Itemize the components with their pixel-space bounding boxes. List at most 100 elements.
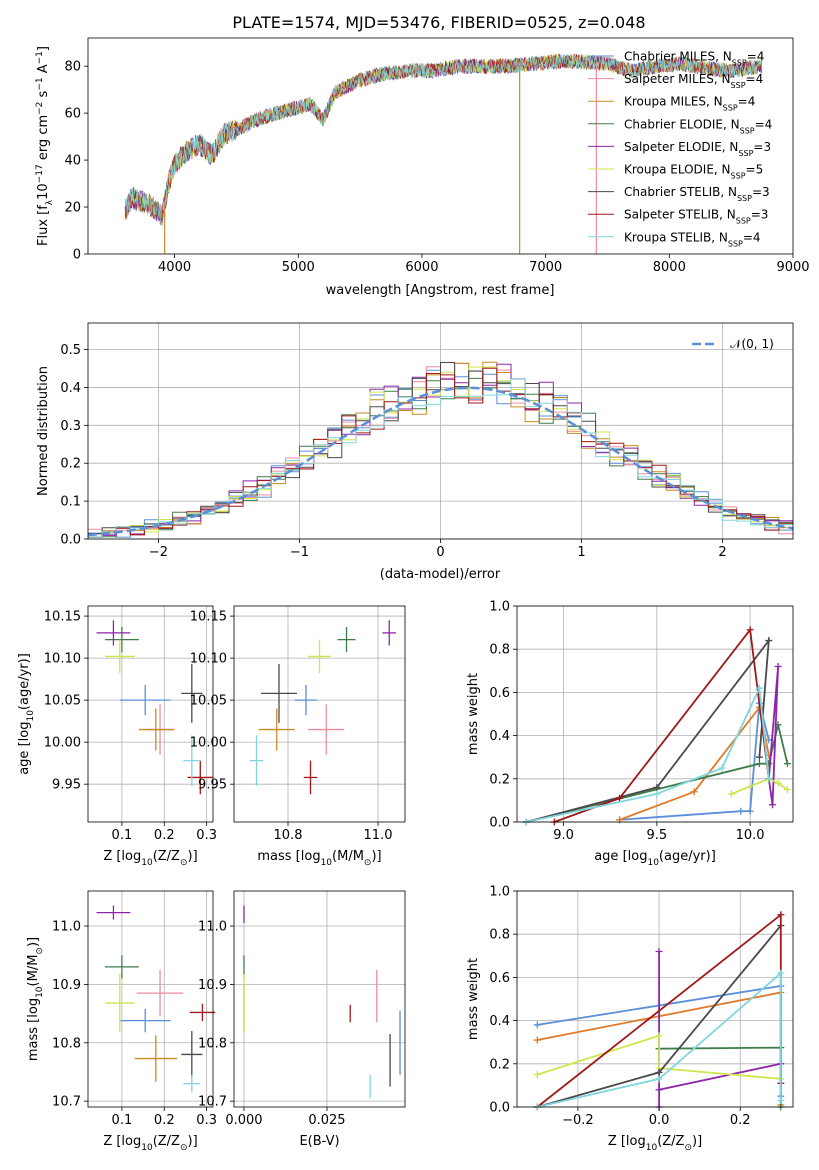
legend-entry: Salpeter STELIB, NSSP=3 xyxy=(624,208,768,226)
weight-line xyxy=(526,684,770,823)
y-axis-label: age [log10(age/yr)] xyxy=(17,653,36,775)
x-axis-label: E(B-V) xyxy=(299,1134,339,1149)
spectrum-line xyxy=(124,54,763,227)
y-axis-label: Flux [fλ10−17 erg cm−2 s−1 A−1] xyxy=(35,46,55,246)
y-tick-label: 20 xyxy=(64,201,81,216)
weight-marker xyxy=(653,783,661,791)
weight-marker xyxy=(737,807,745,815)
x-axis-label: age [log10(age/yr)] xyxy=(594,849,716,868)
x-tick-label: 0.1 xyxy=(112,828,133,843)
x-tick-label: 2 xyxy=(718,545,726,560)
y-tick-label: 0.2 xyxy=(489,772,510,787)
x-tick-label: 0.0 xyxy=(649,1113,670,1128)
y-tick-label: 9.95 xyxy=(198,778,227,793)
weight-marker xyxy=(533,1021,541,1029)
weight-line xyxy=(658,951,781,1107)
x-axis-label: mass [log10(M/M⊙)] xyxy=(257,849,381,868)
legend-entry: 𝒩(0, 1) xyxy=(730,337,774,351)
axes-mass_vs_Z: 0.1 0.2 0.3 10.7 10.8 10.9 11.0 Z [log10(Z/Z⊙)]… xyxy=(26,890,217,1153)
y-tick-label: 0.4 xyxy=(60,381,81,396)
y-tick-label: 10.7 xyxy=(52,1095,81,1110)
y-tick-label: 11.0 xyxy=(52,920,81,935)
x-tick-label: 0.2 xyxy=(154,828,175,843)
weight-line xyxy=(553,627,770,823)
legend-entry: Chabrier MILES, NSSP=4 xyxy=(624,50,764,68)
plot-frame xyxy=(516,605,794,823)
x-tick-label: −2 xyxy=(149,545,168,560)
y-tick-label: 10.05 xyxy=(44,694,81,709)
weight-marker xyxy=(746,626,754,634)
axes-spectrum: 4000 5000 6000 7000 8000 9000 0 20 40 60 80 Chabrie… xyxy=(35,37,810,298)
x-tick-label: 11.0 xyxy=(364,828,393,843)
y-tick-label: 0.8 xyxy=(489,643,510,658)
x-axis-label: Z [log10(Z/Z⊙)] xyxy=(608,1134,702,1153)
plot-frame xyxy=(233,890,406,1108)
charts: 4000 5000 6000 7000 8000 9000020406080Chabrie… xyxy=(17,37,810,1153)
y-tick-label: 40 xyxy=(64,154,81,169)
weight-marker xyxy=(768,801,776,809)
plot-frame xyxy=(87,890,214,1108)
y-tick-label: 0.2 xyxy=(489,1057,510,1072)
plot-frame xyxy=(516,890,794,1108)
axes-age_vs_Z: 0.1 0.2 0.3 9.95 10.00 10.05 10.10 10.15 Z [log1… xyxy=(17,605,217,868)
y-tick-label: 10.15 xyxy=(190,610,227,625)
legend: Chabrier MILES, NSSP=4 Salpeter MILES, NS… xyxy=(588,50,772,248)
legend-entry: Salpeter MILES, NSSP=4 xyxy=(624,72,763,90)
weight-marker xyxy=(690,788,698,796)
legend-entry: Chabrier STELIB, NSSP=3 xyxy=(624,185,770,203)
weight-marker xyxy=(655,947,663,955)
weight-marker xyxy=(777,969,785,977)
y-tick-label: 10.8 xyxy=(52,1036,81,1051)
plot-frame xyxy=(87,37,794,255)
weight-line xyxy=(731,777,788,795)
figure-title: PLATE=1574, MJD=53476, FIBERID=0525, z=0… xyxy=(232,13,645,32)
y-tick-label: 10.05 xyxy=(190,694,227,709)
axes-mass_vs_ebv: 0.000 0.025 10.7 10.8 10.9 11.0 E(B-V) xyxy=(198,890,406,1149)
histogram-step xyxy=(88,378,793,538)
y-axis-label: mass [log10(M/M⊙)] xyxy=(26,937,45,1061)
weight-marker xyxy=(533,1036,541,1044)
x-axis-label: Z [log10(Z/Z⊙)] xyxy=(103,849,197,868)
x-axis-label: Z [log10(Z/Z⊙)] xyxy=(103,1134,197,1153)
weight-marker xyxy=(655,1075,663,1083)
x-tick-label: −0.2 xyxy=(562,1113,594,1128)
y-tick-label: 10.10 xyxy=(190,652,227,667)
x-tick-label: 0.2 xyxy=(730,1113,751,1128)
weight-marker xyxy=(777,911,785,919)
y-tick-label: 0.0 xyxy=(489,816,510,831)
plot-frame xyxy=(87,605,214,823)
y-tick-label: 10.9 xyxy=(198,978,227,993)
weight-line xyxy=(526,637,770,823)
y-tick-label: 60 xyxy=(64,107,81,122)
y-tick-label: 10.9 xyxy=(52,978,81,993)
plot-frame xyxy=(233,605,406,823)
x-axis-label: (data-model)/error xyxy=(380,567,501,582)
y-tick-label: 10.7 xyxy=(198,1095,227,1110)
x-tick-label: 0 xyxy=(436,545,444,560)
x-tick-label: 0.025 xyxy=(308,1113,345,1128)
y-tick-label: 0.6 xyxy=(489,686,510,701)
x-tick-label: 5000 xyxy=(282,260,315,275)
y-tick-label: 0 xyxy=(73,248,81,263)
weight-marker xyxy=(655,1032,663,1040)
x-tick-label: 1 xyxy=(577,545,585,560)
axes-residuals: −2 −1 0 1 2 0.0 0.1 0.2 0.3 0.4 0.5 𝒩(0, 1) (data-mo… xyxy=(36,322,794,582)
y-tick-label: 0.3 xyxy=(60,419,81,434)
legend-entry: Kroupa MILES, NSSP=4 xyxy=(624,95,755,113)
y-tick-label: 0.0 xyxy=(489,1101,510,1116)
weight-marker xyxy=(727,790,735,798)
y-tick-label: 80 xyxy=(64,60,81,75)
weight-marker xyxy=(755,760,763,768)
y-axis-label: mass weight xyxy=(466,958,481,1040)
y-tick-label: 11.0 xyxy=(198,920,227,935)
x-tick-label: 10.8 xyxy=(274,828,303,843)
weight-marker xyxy=(616,794,624,802)
y-tick-label: 0.5 xyxy=(60,343,81,358)
x-tick-label: 0.1 xyxy=(112,1113,133,1128)
x-tick-label: 9.5 xyxy=(647,828,668,843)
x-tick-label: −1 xyxy=(290,545,309,560)
legend-entry: Kroupa STELIB, NSSP=4 xyxy=(624,230,761,248)
weight-line xyxy=(619,702,770,821)
x-tick-label: 9.0 xyxy=(553,828,574,843)
